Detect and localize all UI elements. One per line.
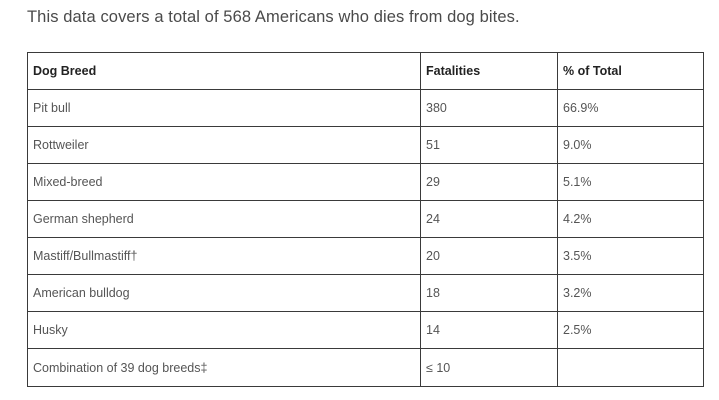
table-row: Mastiff/Bullmastiff† 20 3.5% <box>27 237 704 275</box>
percent-cell: 3.5% <box>557 237 704 275</box>
table-row: Pit bull 380 66.9% <box>27 89 704 127</box>
percent-cell: 9.0% <box>557 126 704 164</box>
dog-bite-fatalities-table: Dog Breed Fatalities % of Total Pit bull… <box>27 52 704 387</box>
breed-cell: Combination of 39 dog breeds‡ <box>27 348 421 387</box>
fatalities-cell: ≤ 10 <box>420 348 558 387</box>
fatalities-cell: 18 <box>420 274 558 312</box>
table-header-row: Dog Breed Fatalities % of Total <box>27 52 704 90</box>
breed-cell: Mastiff/Bullmastiff† <box>27 237 421 275</box>
percent-cell: 66.9% <box>557 89 704 127</box>
breed-cell: Pit bull <box>27 89 421 127</box>
header-fatalities: Fatalities <box>420 52 558 90</box>
fatalities-cell: 380 <box>420 89 558 127</box>
table-row: Mixed-breed 29 5.1% <box>27 163 704 201</box>
breed-cell: American bulldog <box>27 274 421 312</box>
table-row: German shepherd 24 4.2% <box>27 200 704 238</box>
percent-cell: 2.5% <box>557 311 704 349</box>
header-percent-of-total: % of Total <box>557 52 704 90</box>
table-row: American bulldog 18 3.2% <box>27 274 704 312</box>
fatalities-cell: 29 <box>420 163 558 201</box>
table-row: Rottweiler 51 9.0% <box>27 126 704 164</box>
fatalities-cell: 20 <box>420 237 558 275</box>
percent-cell: 5.1% <box>557 163 704 201</box>
fatalities-cell: 51 <box>420 126 558 164</box>
intro-text: This data covers a total of 568 American… <box>27 8 520 26</box>
breed-cell: Rottweiler <box>27 126 421 164</box>
percent-cell: 4.2% <box>557 200 704 238</box>
header-dog-breed: Dog Breed <box>27 52 421 90</box>
fatalities-cell: 24 <box>420 200 558 238</box>
table-row: Combination of 39 dog breeds‡ ≤ 10 <box>27 348 704 387</box>
table-row: Husky 14 2.5% <box>27 311 704 349</box>
percent-cell <box>557 348 704 387</box>
percent-cell: 3.2% <box>557 274 704 312</box>
breed-cell: Husky <box>27 311 421 349</box>
fatalities-cell: 14 <box>420 311 558 349</box>
breed-cell: German shepherd <box>27 200 421 238</box>
breed-cell: Mixed-breed <box>27 163 421 201</box>
